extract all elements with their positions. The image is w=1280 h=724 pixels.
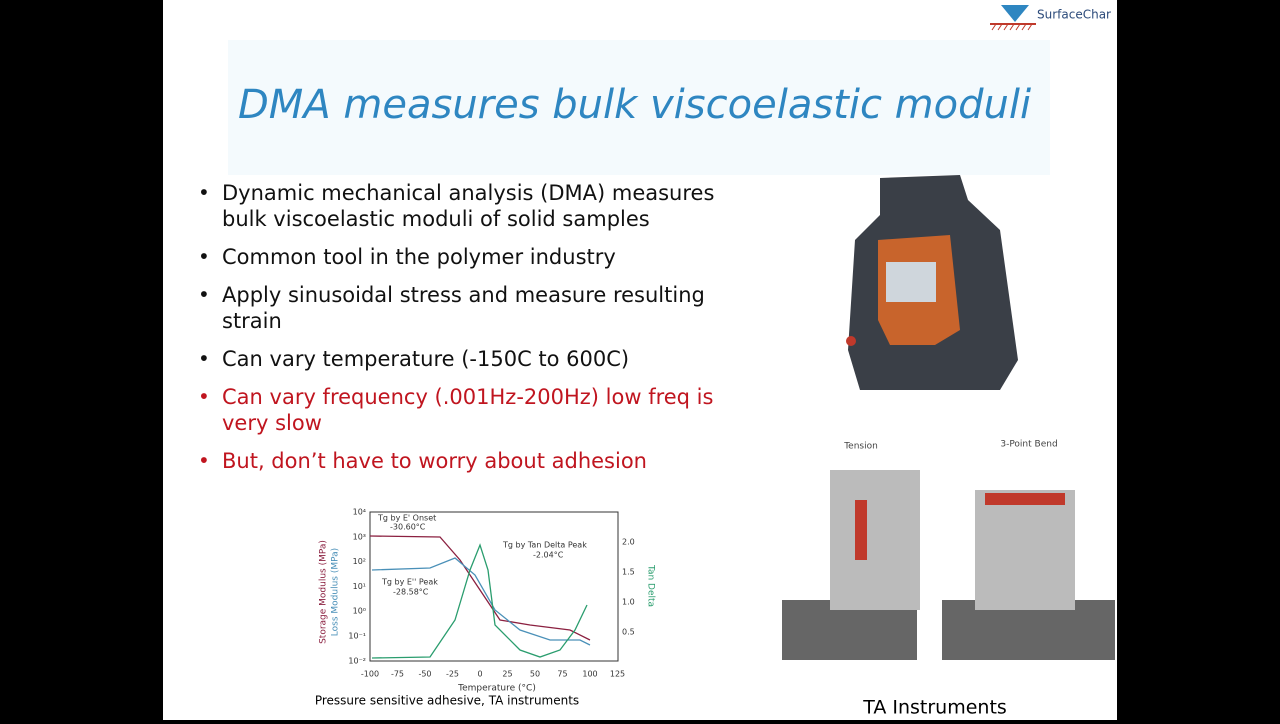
- bullet-text: But, don’t have to worry about adhesion: [222, 449, 647, 473]
- instrument-photo: [846, 175, 1018, 390]
- fixture-photos: [782, 470, 1115, 660]
- annotation: -2.04°C: [533, 551, 564, 560]
- storage-curve: [369, 535, 591, 641]
- tandelta-curve: [371, 543, 588, 659]
- annotation: -30.60°C: [390, 523, 426, 532]
- x-tick-label: 125: [610, 670, 625, 679]
- bullet-text: strain: [222, 309, 282, 333]
- x-label: Temperature (°C): [457, 684, 536, 694]
- y2-tick-label: 2.0: [622, 538, 635, 547]
- x-tick-label: 75: [557, 670, 567, 679]
- annotation: Tg by E' Onset: [377, 514, 436, 523]
- y2-tick-label: 1.5: [622, 568, 635, 577]
- logo: SurfaceChar: [990, 5, 1111, 31]
- bullet-text: Common tool in the polymer industry: [222, 245, 616, 269]
- x-tick-label: -25: [446, 670, 459, 679]
- y-label: Loss Modulus (MPa): [331, 548, 341, 636]
- x-tick-label: -100: [361, 670, 379, 679]
- x-tick-label: -75: [391, 670, 404, 679]
- y-tick-label: 10⁰: [353, 607, 366, 616]
- y-tick-label: 10⁴: [353, 508, 366, 517]
- figure-caption: Pressure sensitive adhesive, TA instrume…: [315, 694, 579, 708]
- x-tick-label: 25: [502, 670, 512, 679]
- photo-credit: TA Instruments: [862, 697, 1007, 719]
- annotation: -28.58°C: [393, 588, 429, 597]
- y-tick-label: 10⁻²: [348, 656, 366, 665]
- slide-title: DMA measures bulk viscoelastic moduli: [238, 82, 1031, 128]
- loss-curve: [371, 557, 591, 646]
- photo-label: 3-Point Bend: [1000, 440, 1057, 450]
- bullet-text: Can vary frequency (.001Hz-200Hz) low fr…: [222, 385, 713, 409]
- y2-tick-label: 0.5: [622, 628, 635, 637]
- figure: Storage Modulus (MPa) Loss Modulus (MPa)…: [315, 508, 656, 708]
- bullet-dot: •: [198, 245, 210, 269]
- bullet-text: bulk viscoelastic moduli of solid sample…: [222, 207, 650, 231]
- y-label: Storage Modulus (MPa): [319, 540, 329, 644]
- y2-label: Tan Delta: [646, 564, 656, 607]
- x-tick-label: 100: [582, 670, 597, 679]
- y-tick-label: 10³: [353, 532, 366, 541]
- bullet-dot: •: [198, 385, 210, 409]
- plot-frame: [369, 511, 619, 662]
- x-tick-label: -50: [418, 670, 431, 679]
- bullet-text: Apply sinusoidal stress and measure resu…: [222, 283, 705, 307]
- bullet-dot: •: [198, 347, 210, 371]
- bullet-text: very slow: [222, 411, 322, 435]
- y-tick-label: 10⁻¹: [348, 632, 366, 641]
- bullet-text: Can vary temperature (-150C to 600C): [222, 347, 629, 371]
- bullet-dot: •: [198, 449, 210, 473]
- photo-label: Tension: [843, 442, 878, 452]
- y2-tick-label: 1.0: [622, 598, 635, 607]
- bullet-dot: •: [198, 283, 210, 307]
- annotation: Tg by Tan Delta Peak: [502, 541, 587, 550]
- x-tick-label: 0: [477, 670, 482, 679]
- annotation: Tg by E'' Peak: [381, 578, 438, 587]
- bullet-text: Dynamic mechanical analysis (DMA) measur…: [222, 181, 714, 205]
- logo-text: SurfaceChar: [1037, 8, 1111, 22]
- y-tick-label: 10¹: [353, 582, 366, 591]
- y-tick-label: 10²: [353, 557, 366, 566]
- x-tick-label: 50: [530, 670, 540, 679]
- title-box: [228, 40, 1050, 175]
- bullet-dot: •: [198, 181, 210, 205]
